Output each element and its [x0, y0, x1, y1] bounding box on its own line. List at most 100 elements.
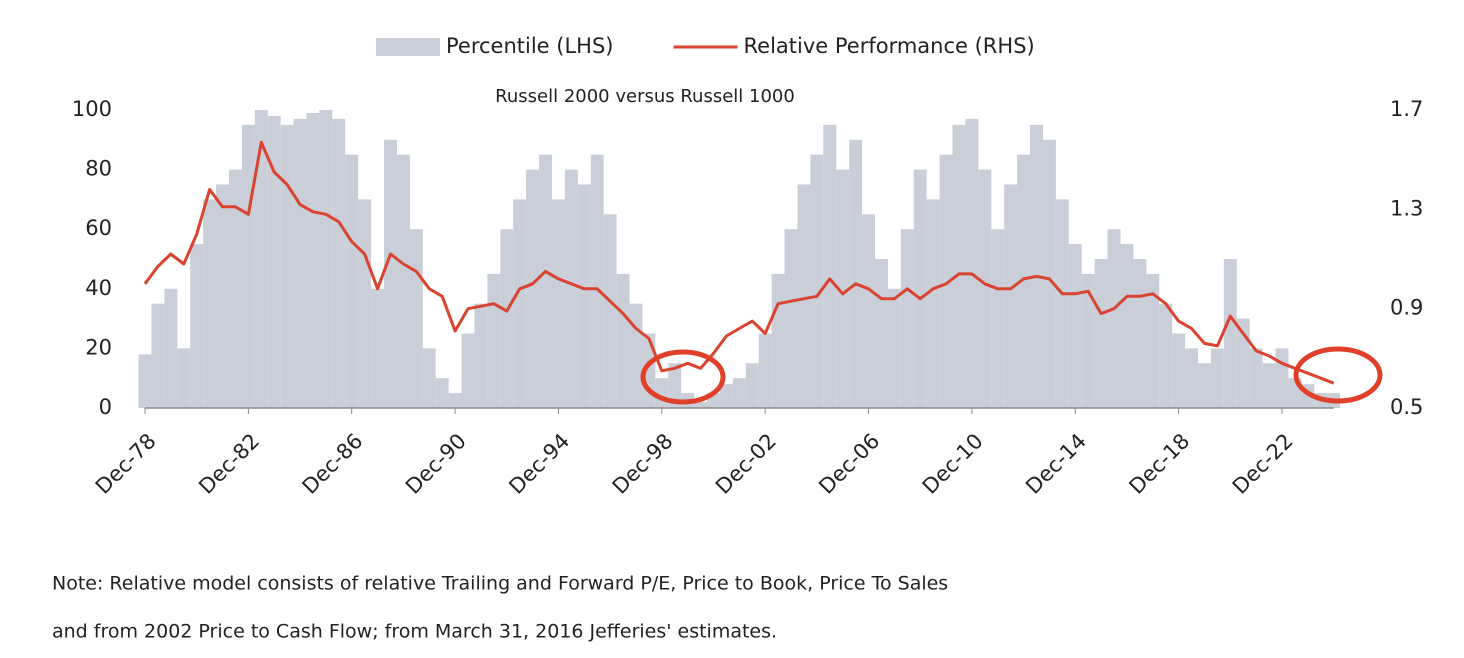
bar	[1030, 124, 1043, 409]
bar	[939, 154, 953, 408]
bar	[1042, 139, 1056, 409]
bar	[151, 303, 165, 408]
bar	[926, 199, 940, 408]
bar	[978, 169, 992, 408]
bar	[849, 139, 863, 409]
bar	[771, 273, 785, 408]
bar	[1120, 244, 1134, 408]
bar	[991, 229, 1005, 408]
chart-title: Russell 2000 versus Russell 1000	[495, 86, 795, 107]
bar	[887, 288, 901, 408]
y2-tick-label: 0.9	[1390, 296, 1423, 320]
x-tick-label: Dec-18	[1124, 429, 1194, 499]
bar	[409, 229, 423, 408]
bar	[603, 214, 617, 408]
bar	[913, 169, 927, 408]
bar	[358, 199, 372, 408]
x-tick-label: Dec-14	[1021, 429, 1091, 499]
bar	[1081, 273, 1095, 408]
bar	[164, 288, 178, 408]
bar	[1236, 318, 1250, 408]
bar	[306, 112, 320, 408]
y2-tick-label: 0.5	[1390, 395, 1423, 419]
bar	[1198, 363, 1211, 408]
legend-label: Percentile (LHS)	[446, 34, 614, 58]
bar	[332, 118, 346, 408]
y-tick-label: 60	[85, 216, 112, 240]
x-tick-label: Dec-86	[298, 429, 368, 499]
bar	[719, 384, 733, 408]
bar	[758, 333, 772, 408]
bar	[241, 124, 255, 409]
bar	[487, 273, 501, 408]
x-tick-label: Dec-06	[814, 429, 884, 499]
bar	[254, 110, 268, 408]
bar	[371, 288, 385, 408]
bar	[1146, 273, 1160, 408]
bar	[526, 169, 540, 408]
y-tick-label: 80	[85, 157, 112, 181]
y-tick-label: 40	[85, 276, 112, 300]
y2-tick-label: 1.7	[1390, 97, 1423, 121]
bar	[952, 124, 966, 409]
bar	[448, 393, 462, 408]
bar	[513, 199, 527, 408]
bar	[190, 244, 204, 408]
bar	[1172, 333, 1186, 408]
bar	[203, 199, 217, 408]
bar	[810, 154, 824, 408]
bar	[577, 184, 591, 408]
bar	[694, 402, 708, 408]
bar	[138, 354, 152, 408]
legend-label: Relative Performance (RHS)	[744, 34, 1035, 58]
y-tick-label: 20	[85, 335, 112, 359]
bar	[823, 124, 837, 409]
bar	[1185, 348, 1199, 408]
note: and from 2002 Price to Cash Flow; from M…	[52, 621, 777, 643]
bar	[539, 154, 552, 408]
bar	[1017, 154, 1031, 408]
bar	[1275, 348, 1289, 408]
bar	[216, 184, 229, 408]
bar	[564, 169, 578, 408]
bar	[1107, 229, 1121, 408]
x-tick-label: Dec-02	[711, 429, 781, 499]
y2-tick-label: 1.3	[1390, 196, 1423, 220]
bar	[590, 154, 604, 408]
annotation-circle	[640, 349, 726, 405]
line	[143, 140, 1335, 385]
x-tick-label: Dec-78	[91, 429, 161, 499]
bar	[1133, 259, 1147, 408]
x-tick-label: Dec-10	[918, 429, 988, 499]
bar	[293, 118, 307, 408]
bar	[319, 110, 333, 408]
y-tick-label: 100	[72, 97, 112, 121]
bar	[900, 229, 914, 408]
bar	[345, 154, 359, 408]
x-tick-label: Dec-82	[194, 429, 264, 499]
bar	[629, 303, 643, 408]
bar	[474, 303, 488, 408]
bar	[422, 348, 436, 408]
legend-swatch	[376, 38, 440, 56]
bar	[745, 363, 759, 408]
bar	[396, 154, 410, 408]
bar	[1004, 184, 1018, 408]
y-tick-label: 0	[99, 395, 112, 419]
bar	[177, 348, 191, 408]
bar	[1068, 244, 1082, 408]
bar	[500, 229, 514, 408]
bar	[965, 118, 979, 408]
bar	[862, 214, 876, 408]
bar	[836, 169, 850, 408]
bar	[1210, 348, 1224, 408]
bar	[875, 259, 888, 408]
annotation-circle	[1293, 346, 1383, 404]
bar	[1159, 303, 1173, 408]
x-tick-label: Dec-98	[608, 429, 678, 499]
bar	[280, 124, 294, 409]
bar	[797, 184, 811, 408]
x-tick-label: Dec-94	[504, 429, 574, 499]
